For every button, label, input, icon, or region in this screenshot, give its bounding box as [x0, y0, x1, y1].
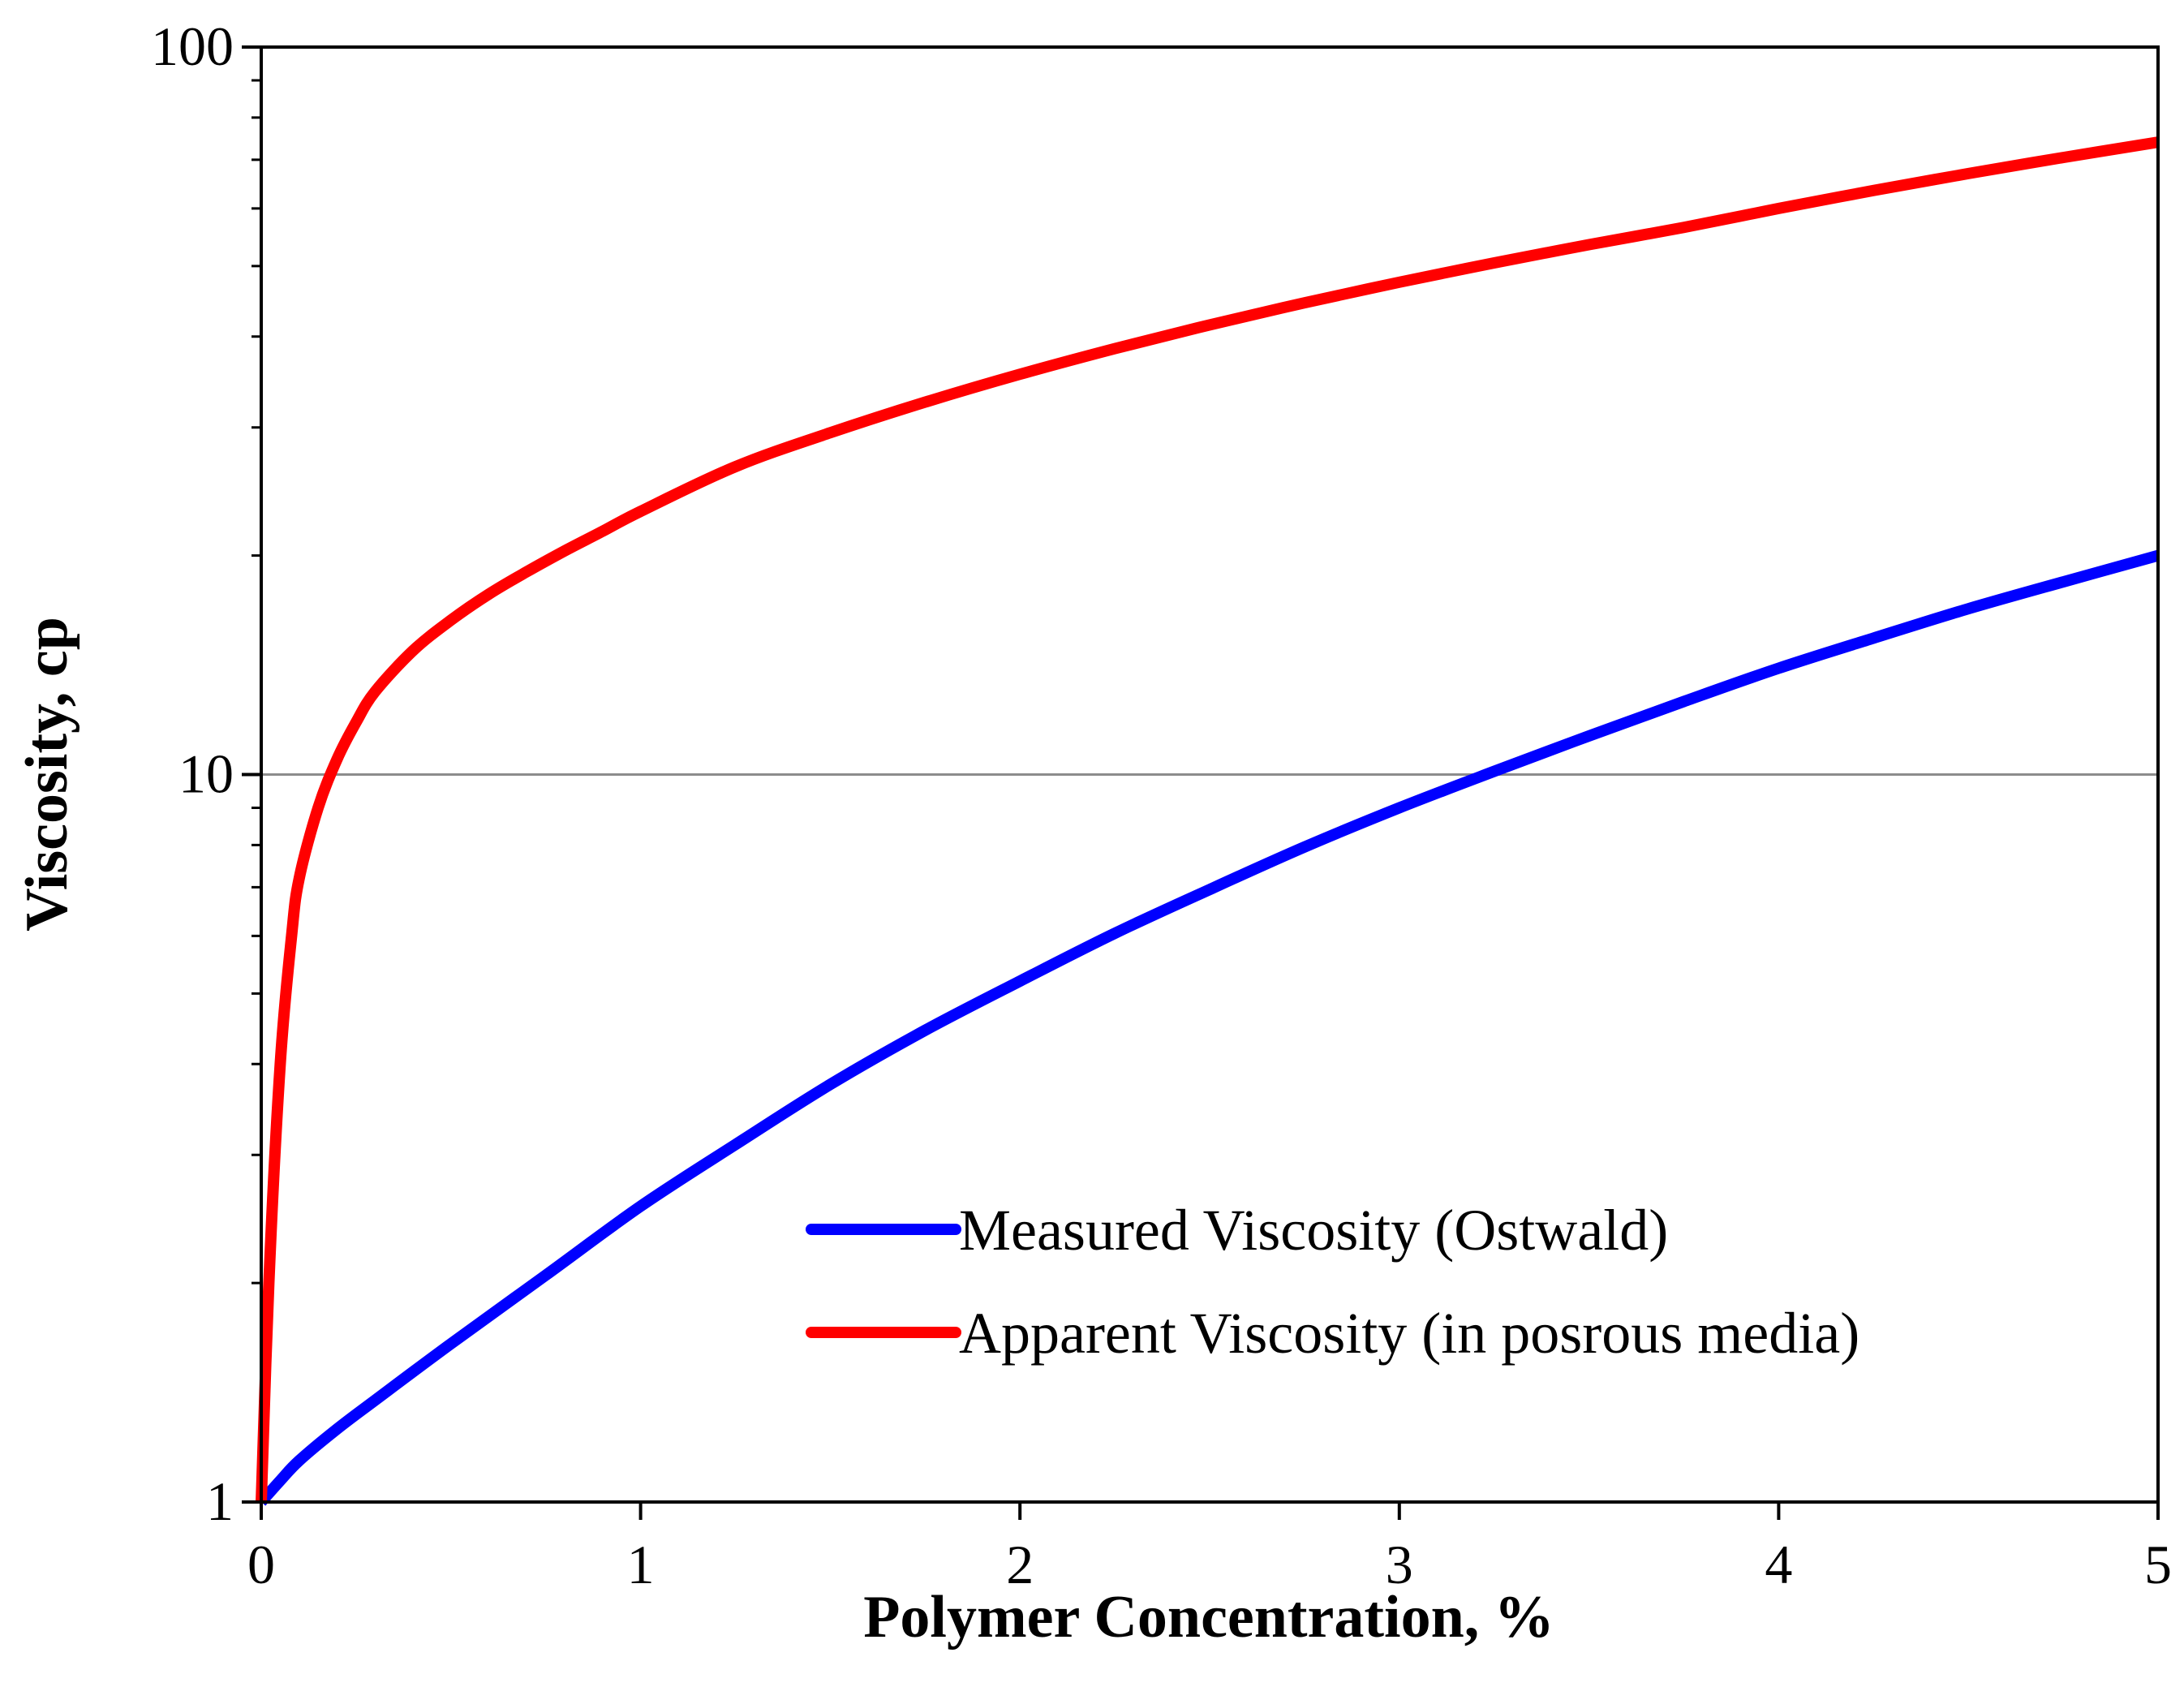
series-layer [256, 136, 2160, 1506]
legend-label-measured: Measured Viscosity (Ostwald) [959, 1198, 1668, 1263]
y-axis: 1 10 100 [151, 15, 261, 1532]
x-tick-label-5: 5 [2144, 1534, 2172, 1595]
x-tick-label-1: 1 [627, 1534, 655, 1595]
y-tick-label-100: 100 [151, 15, 234, 77]
legend-label-apparent: Apparent Viscosity (in posrous media) [959, 1301, 1859, 1366]
x-tick-label-0: 0 [247, 1534, 275, 1595]
y-tick-label-1: 1 [206, 1470, 234, 1532]
x-axis-title: Polymer Concentration, % [863, 1584, 1554, 1651]
x-tick-label-2: 2 [1006, 1534, 1034, 1595]
series-line-apparent-viscosity [256, 136, 2160, 1503]
x-tick-label-4: 4 [1765, 1534, 1792, 1595]
legend: Measured Viscosity (Ostwald) Apparent Vi… [806, 1198, 1859, 1366]
y-axis-title: Viscosity, cp [14, 617, 80, 932]
x-tick-label-3: 3 [1386, 1534, 1413, 1595]
x-axis: 0 1 2 3 4 5 [247, 1502, 2172, 1595]
y-tick-label-10: 10 [178, 743, 234, 805]
series-line-measured-viscosity [256, 549, 2160, 1506]
